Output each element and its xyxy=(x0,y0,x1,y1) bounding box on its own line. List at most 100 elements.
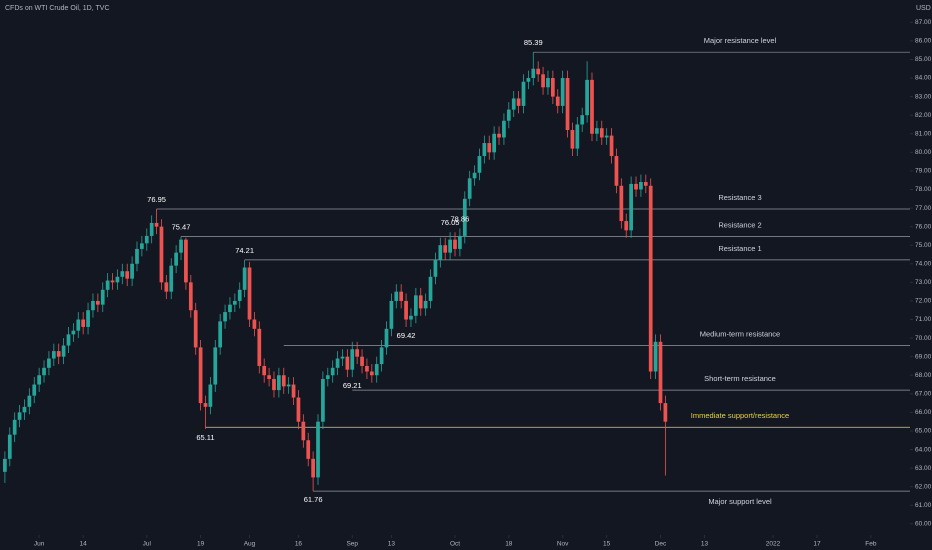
level-label: Medium-term resistance xyxy=(700,330,780,339)
x-tick-label: Jun xyxy=(34,541,45,548)
y-tick-label: 81.00 xyxy=(915,130,932,137)
candle-body xyxy=(458,235,462,249)
candle-body xyxy=(81,319,86,327)
y-tick-label: 79.00 xyxy=(915,168,932,175)
candle-body xyxy=(604,135,609,138)
candle-body xyxy=(453,239,457,249)
y-tick-label: 83.00 xyxy=(915,93,932,100)
y-tick-label: 69.00 xyxy=(915,353,932,360)
candle-body xyxy=(47,358,51,368)
x-tick-label: Oct xyxy=(450,541,460,548)
candle-body xyxy=(179,239,183,253)
candle-body xyxy=(66,334,71,346)
candle-body xyxy=(184,239,188,283)
candle-body xyxy=(100,289,105,305)
candle-body xyxy=(27,395,32,407)
x-tick-label: Dec xyxy=(655,541,667,548)
x-tick-label: 2022 xyxy=(766,541,781,548)
candle-body xyxy=(648,185,653,372)
y-tick-label: 82.00 xyxy=(915,112,932,119)
candle-body xyxy=(658,341,663,404)
candle-body xyxy=(345,356,350,370)
candle-body xyxy=(281,375,286,387)
candle-body xyxy=(110,280,115,283)
y-tick-label: 64.00 xyxy=(915,446,932,453)
x-tick-label: 19 xyxy=(197,541,205,548)
candle-body xyxy=(61,345,66,357)
candle-body xyxy=(125,271,130,279)
x-tick-label: 17 xyxy=(813,541,821,548)
candle-body xyxy=(232,300,237,305)
price-annotation: 65.11 xyxy=(196,433,214,442)
candle-body xyxy=(272,378,276,391)
candle-body xyxy=(536,68,541,75)
candle-body xyxy=(311,458,315,478)
candle-body xyxy=(237,289,242,301)
x-tick-label: 14 xyxy=(80,541,88,548)
candle-body xyxy=(193,310,198,348)
candle-body xyxy=(482,143,487,157)
candle-body xyxy=(91,300,95,311)
x-tick-label: Aug xyxy=(244,541,256,548)
candle-body xyxy=(555,96,560,106)
candle-body xyxy=(213,347,218,385)
candle-body xyxy=(418,295,423,309)
candle-body xyxy=(154,222,159,227)
x-tick-label: Sep xyxy=(346,541,358,548)
candle-body xyxy=(144,235,149,244)
candle-body xyxy=(286,384,291,387)
candle-body xyxy=(228,304,232,313)
candle-body xyxy=(365,365,369,372)
candle-body xyxy=(135,248,139,264)
candle-body xyxy=(159,226,164,283)
chart-title: CFDs on WTI Crude Oil, 1D, TVC xyxy=(5,5,110,12)
y-tick-label: 86.00 xyxy=(915,38,932,45)
candle-body xyxy=(335,358,340,368)
candle-body xyxy=(115,276,120,283)
candle-body xyxy=(325,375,330,379)
candle-body xyxy=(267,375,271,379)
candle-body xyxy=(3,458,7,472)
candle-body xyxy=(188,282,193,311)
candle-body xyxy=(291,384,296,398)
candle-body xyxy=(384,328,389,348)
candle-body xyxy=(511,98,516,110)
candle-body xyxy=(590,79,594,134)
y-tick-label: 87.00 xyxy=(915,19,932,26)
candle-body xyxy=(639,182,643,190)
price-annotation: 76.05 xyxy=(441,218,460,227)
x-tick-label: Feb xyxy=(865,541,877,548)
candle-body xyxy=(169,265,174,292)
candle-body xyxy=(223,312,227,322)
x-tick-label: Nov xyxy=(557,541,569,548)
candle-body xyxy=(502,120,506,138)
x-tick-label: 16 xyxy=(295,541,303,548)
y-tick-label: 65.00 xyxy=(915,428,932,435)
candle-body xyxy=(595,128,599,134)
y-tick-label: 72.00 xyxy=(915,298,932,305)
candle-body xyxy=(541,74,545,88)
x-tick-label: 13 xyxy=(388,541,396,548)
candle-body xyxy=(546,78,550,88)
candle-body xyxy=(560,78,565,106)
candle-body xyxy=(565,78,570,131)
level-label: Short-term resistance xyxy=(704,374,776,383)
candle-body xyxy=(37,375,41,385)
candle-body xyxy=(394,291,399,301)
candle-body xyxy=(174,252,178,266)
candle-body xyxy=(428,276,433,301)
y-tick-label: 71.00 xyxy=(915,316,932,323)
candle-body xyxy=(360,356,364,366)
candle-body xyxy=(487,143,492,153)
candle-body xyxy=(506,109,511,121)
candle-body xyxy=(472,172,477,179)
candle-body xyxy=(399,291,404,301)
y-tick-label: 62.00 xyxy=(915,483,932,490)
candle-body xyxy=(306,440,311,459)
candle-body xyxy=(350,349,355,370)
candle-body xyxy=(614,156,619,186)
candle-body xyxy=(296,397,301,422)
candle-body xyxy=(7,434,12,459)
candle-body xyxy=(497,133,501,138)
y-tick-label: 68.00 xyxy=(915,372,932,379)
